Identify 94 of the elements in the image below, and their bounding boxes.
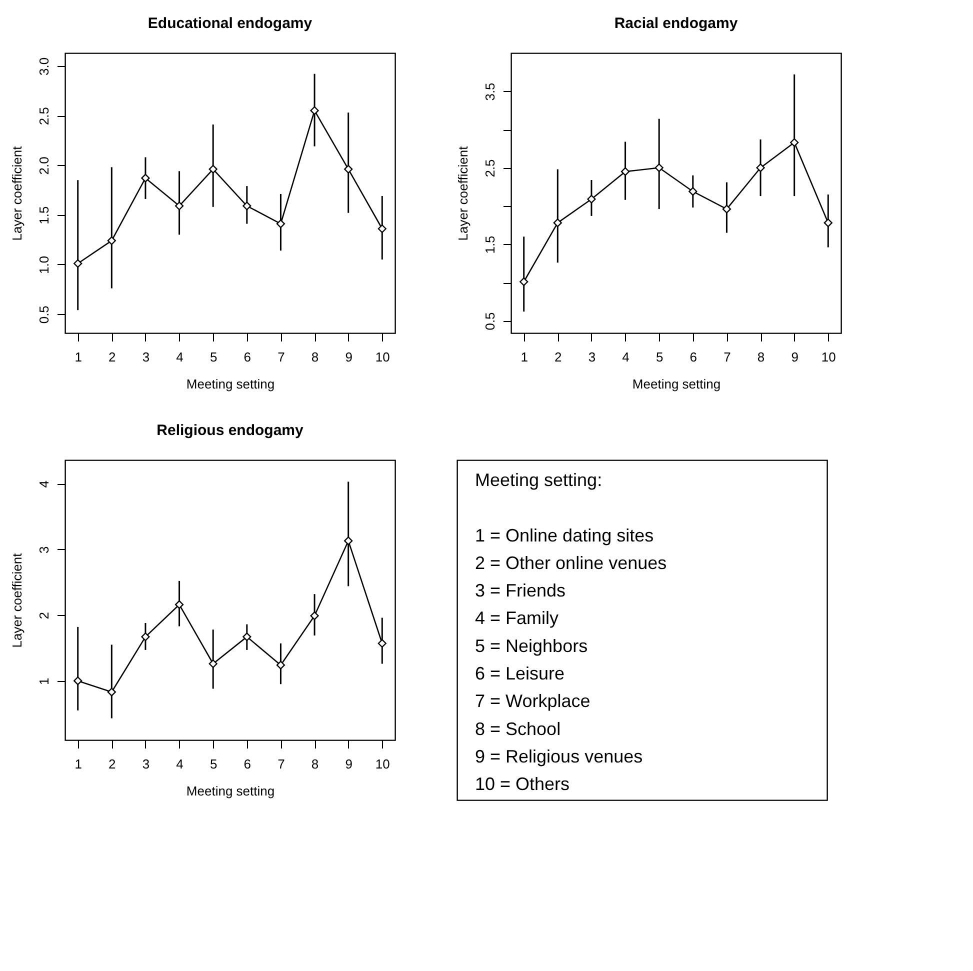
x-tick-label: 9 [345,756,352,772]
x-tick-label: 7 [278,756,285,772]
x-tick-label: 8 [311,350,319,364]
x-tick-label: 8 [311,756,319,772]
x-tick-label: 7 [724,350,731,364]
chart-title: Educational endogamy [148,15,313,32]
x-tick-label: 5 [210,350,218,364]
point [174,202,184,210]
point [141,632,150,642]
x-tick-label: 4 [622,350,630,364]
point [174,600,184,609]
text: 2 = Other online venues [475,552,667,573]
point [276,219,286,228]
x-tick-label: 6 [244,756,252,772]
point [107,236,116,245]
x-tick-label: 6 [244,350,252,364]
x-tick-label: 10 [375,350,390,364]
point [208,164,218,174]
text: 9 = Religious venues [475,746,643,766]
point [520,277,528,286]
x-tick-label: 7 [278,350,285,364]
x-axis-title: Meeting setting [186,784,275,798]
text: 4 = Family [475,608,559,628]
point [242,202,252,210]
x-tick-label: 1 [74,350,82,364]
text: 8 = School [475,718,561,739]
y-tick-label: 2.5 [36,107,52,126]
x-tick-label: 4 [176,756,184,772]
y-tick-label: 3 [36,546,52,554]
chart-title: Religious endogamy [156,422,304,439]
x-tick-label: 5 [210,756,218,772]
y-tick-label: 3.5 [482,82,498,101]
point [553,218,562,228]
x-tick-label: 3 [142,350,150,364]
y-tick-label: 1.5 [482,236,498,254]
point [242,632,252,642]
x-tick-label: 8 [757,350,765,364]
text: 3 = Friends [475,580,566,601]
y-tick-label: 0.5 [36,306,52,324]
point [378,224,386,234]
x-tick-label: 10 [375,756,390,772]
point [310,106,319,115]
point [276,660,286,670]
point [654,163,664,172]
x-tick-label: 3 [142,756,150,772]
point [620,167,630,176]
point [141,174,150,182]
point [587,194,596,204]
point [378,639,386,648]
point [310,611,319,620]
y-axis-title: Layer coefficient [456,146,470,241]
x-tick-label: 10 [821,350,836,364]
x-tick-label: 2 [108,756,116,772]
y-tick-label: 2 [36,612,52,620]
x-tick-label: 2 [554,350,562,364]
point [790,138,799,147]
x-axis-title: Meeting setting [186,376,275,392]
x-tick-label: 5 [656,350,664,364]
text: 10 = Others [475,774,570,794]
y-tick-label: 0.5 [482,312,498,330]
y-tick-label: 3.0 [36,57,52,76]
text: Meeting setting: [475,470,602,490]
point [344,164,353,174]
y-tick-label: 1.5 [36,206,52,224]
x-tick-label: 6 [690,350,698,364]
point [208,659,218,668]
point [688,187,698,196]
x-tick-label: 3 [588,350,596,364]
text: 6 = Leisure [475,663,565,684]
text: 7 = Workplace [475,691,590,712]
x-tick-label: 4 [176,350,184,364]
point [824,218,832,228]
chart-title: Racial endogamy [614,15,738,32]
point [74,676,82,686]
text: 1 = Online dating sites [475,525,654,546]
x-tick-label: 2 [108,350,116,364]
point [107,688,116,696]
point [74,259,82,268]
x-tick-label: 9 [791,350,798,364]
x-axis-title: Meeting setting [632,376,721,392]
y-tick-label: 1 [36,678,52,685]
y-tick-label: 2.5 [482,159,498,178]
point [722,204,732,214]
x-tick-label: 9 [345,350,352,364]
y-axis-title: Layer coefficient [10,146,24,241]
y-tick-label: 2.0 [36,156,52,175]
point [756,163,765,172]
y-tick-label: 1.0 [36,256,52,274]
text: 5 = Neighbors [475,636,588,656]
x-tick-label: 1 [520,350,528,364]
x-tick-label: 1 [74,756,82,772]
point [344,536,353,546]
y-tick-label: 4 [36,480,52,488]
y-axis-title: Layer coefficient [10,552,24,648]
